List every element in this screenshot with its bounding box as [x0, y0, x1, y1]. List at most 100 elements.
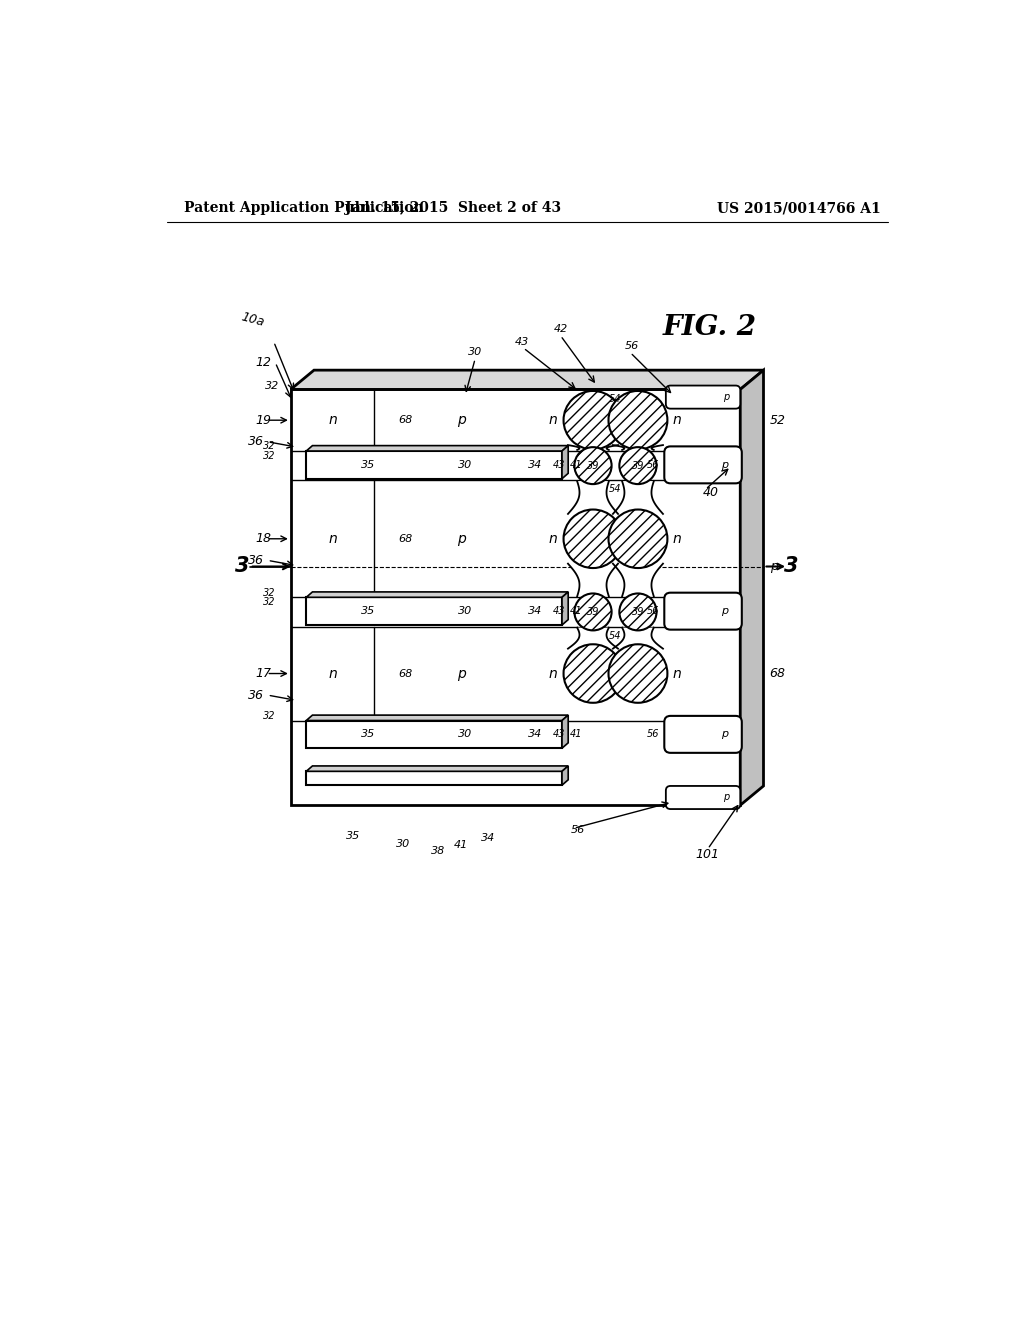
Text: p: p — [721, 459, 728, 470]
Text: 42: 42 — [553, 325, 567, 334]
FancyBboxPatch shape — [665, 446, 741, 483]
Text: p: p — [723, 792, 729, 803]
Polygon shape — [562, 446, 568, 479]
Text: n: n — [329, 413, 338, 428]
FancyBboxPatch shape — [665, 593, 741, 630]
Text: p: p — [721, 730, 728, 739]
Polygon shape — [291, 370, 764, 389]
Circle shape — [574, 594, 611, 631]
Text: 18: 18 — [256, 532, 271, 545]
FancyBboxPatch shape — [665, 715, 741, 752]
Text: p: p — [457, 413, 466, 428]
Text: 41: 41 — [454, 841, 468, 850]
Text: 40: 40 — [702, 486, 719, 499]
Text: p: p — [457, 667, 466, 681]
Text: 30: 30 — [458, 459, 472, 470]
Text: 68: 68 — [770, 667, 785, 680]
Text: 35: 35 — [361, 459, 376, 470]
Polygon shape — [568, 627, 618, 648]
FancyBboxPatch shape — [666, 385, 740, 409]
Text: n: n — [672, 667, 681, 681]
Text: 30: 30 — [468, 347, 482, 358]
Text: 41: 41 — [569, 459, 583, 470]
Text: 41: 41 — [569, 606, 583, 616]
Text: 35: 35 — [361, 730, 376, 739]
Polygon shape — [306, 766, 568, 771]
Text: 41: 41 — [569, 730, 583, 739]
Text: 12: 12 — [255, 356, 271, 370]
Polygon shape — [613, 482, 663, 513]
Text: n: n — [672, 532, 681, 545]
Polygon shape — [306, 591, 568, 597]
Text: 34: 34 — [527, 459, 542, 470]
Polygon shape — [613, 627, 663, 648]
Text: n: n — [549, 532, 557, 545]
Circle shape — [574, 447, 611, 484]
Text: 32: 32 — [265, 381, 280, 391]
Polygon shape — [568, 482, 618, 513]
Text: 54: 54 — [609, 393, 622, 404]
Polygon shape — [568, 564, 618, 597]
Text: 30: 30 — [396, 838, 411, 849]
Text: 32: 32 — [263, 450, 275, 461]
Text: 56: 56 — [646, 730, 658, 739]
Text: 56: 56 — [646, 606, 658, 616]
Text: n: n — [549, 413, 557, 428]
FancyBboxPatch shape — [666, 785, 740, 809]
Circle shape — [563, 391, 623, 449]
Text: 36: 36 — [248, 554, 263, 566]
Text: 54: 54 — [609, 484, 622, 495]
Text: p: p — [723, 392, 729, 403]
Polygon shape — [613, 564, 663, 597]
Text: 43: 43 — [553, 459, 565, 470]
Circle shape — [608, 510, 668, 568]
Polygon shape — [291, 389, 740, 805]
Text: 32: 32 — [263, 441, 275, 451]
Text: 52: 52 — [770, 413, 785, 426]
Text: Patent Application Publication: Patent Application Publication — [183, 202, 424, 215]
Polygon shape — [306, 446, 568, 451]
Text: p-: p- — [770, 560, 782, 573]
Text: 19: 19 — [256, 413, 271, 426]
Text: 68: 68 — [398, 668, 413, 678]
Text: p: p — [721, 606, 728, 616]
Circle shape — [563, 644, 623, 702]
Text: 68: 68 — [398, 416, 413, 425]
Polygon shape — [562, 591, 568, 626]
Text: 3: 3 — [236, 557, 250, 577]
Text: 30: 30 — [458, 606, 472, 616]
Text: 56: 56 — [625, 342, 639, 351]
Text: 39: 39 — [587, 607, 599, 616]
Text: 68: 68 — [398, 533, 413, 544]
Circle shape — [620, 594, 656, 631]
Polygon shape — [562, 715, 568, 748]
Polygon shape — [306, 771, 562, 785]
Text: n: n — [672, 413, 681, 428]
Text: n: n — [329, 532, 338, 545]
Text: 38: 38 — [431, 846, 445, 857]
Text: 101: 101 — [695, 847, 720, 861]
Circle shape — [608, 391, 668, 449]
Text: 43: 43 — [553, 606, 565, 616]
Polygon shape — [613, 445, 663, 450]
Text: 32: 32 — [263, 597, 275, 607]
Circle shape — [563, 510, 623, 568]
Text: 39: 39 — [587, 461, 599, 471]
Text: 39: 39 — [632, 461, 644, 471]
Text: 34: 34 — [481, 833, 496, 842]
Text: 30: 30 — [458, 730, 472, 739]
Polygon shape — [306, 715, 568, 721]
Text: 56: 56 — [570, 825, 585, 834]
Text: n: n — [329, 667, 338, 681]
Text: 32: 32 — [263, 711, 275, 721]
Text: 36: 36 — [248, 436, 263, 449]
Text: 54: 54 — [609, 631, 622, 640]
Polygon shape — [306, 597, 562, 626]
Polygon shape — [306, 451, 562, 479]
Text: 43: 43 — [553, 730, 565, 739]
Text: 3: 3 — [784, 557, 799, 577]
Polygon shape — [740, 370, 764, 805]
Text: 34: 34 — [527, 730, 542, 739]
Text: 10a: 10a — [240, 310, 266, 330]
Text: 43: 43 — [515, 337, 528, 347]
